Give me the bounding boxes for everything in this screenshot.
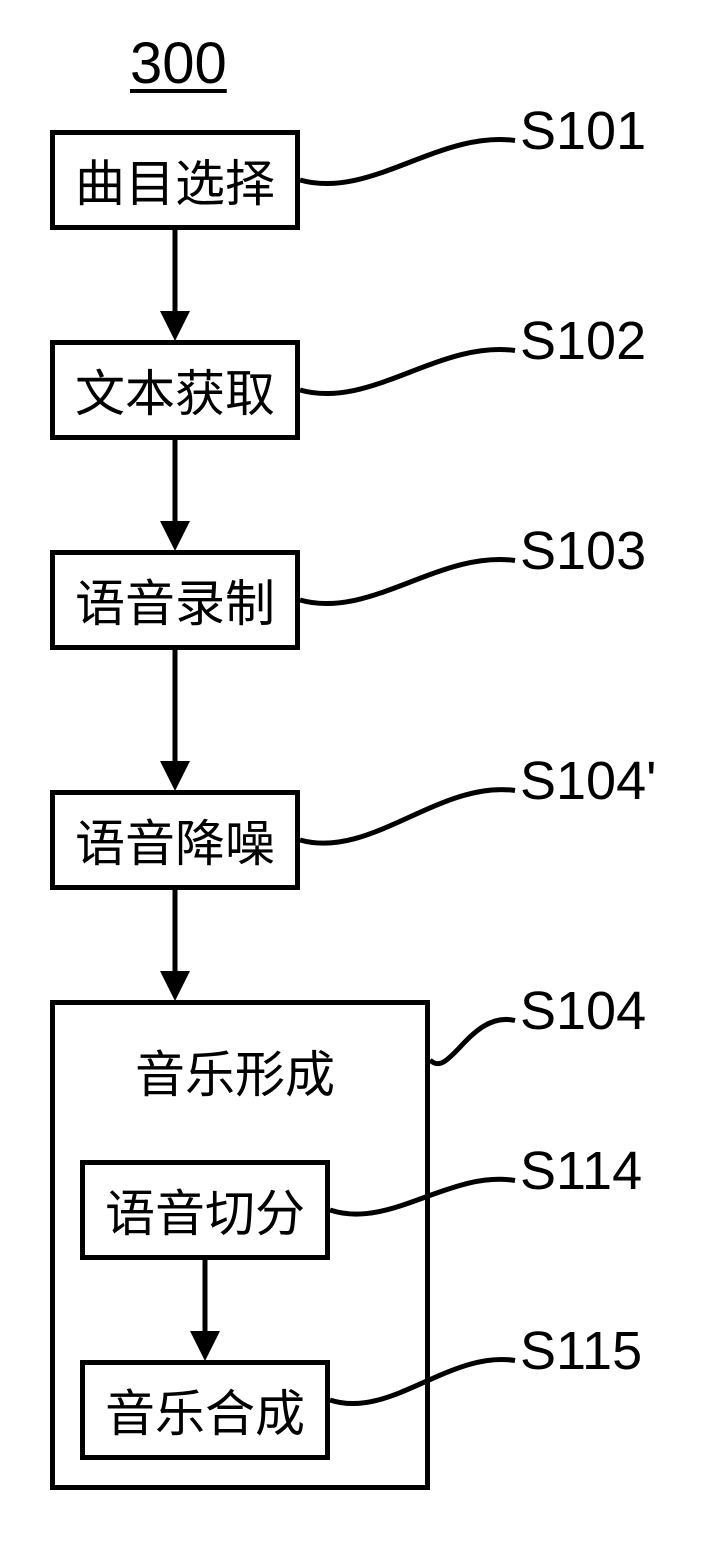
flow-box-label-b2: 文本获取	[75, 354, 275, 426]
flow-box-label-b3: 语音录制	[75, 564, 275, 636]
flow-box-b3: 语音录制	[50, 550, 300, 650]
flow-box-label-b7: 音乐合成	[105, 1374, 305, 1446]
flow-box-label-b4: 语音降噪	[75, 804, 275, 876]
step-label-s7: S115	[520, 1320, 642, 1382]
step-label-s4: S104'	[520, 750, 656, 812]
flow-box-b6: 语音切分	[80, 1160, 330, 1260]
step-label-s1: S101	[520, 100, 646, 162]
leader-curve-s2	[300, 349, 515, 393]
free-label-l5: 音乐形成	[135, 1035, 335, 1107]
step-label-s5: S104	[520, 980, 646, 1042]
flow-box-b1: 曲目选择	[50, 130, 300, 230]
flow-box-b2: 文本获取	[50, 340, 300, 440]
flow-box-b7: 音乐合成	[80, 1360, 330, 1460]
leader-curve-s3	[300, 559, 515, 603]
step-label-s6: S114	[520, 1140, 642, 1202]
step-label-s2: S102	[520, 310, 646, 372]
flow-box-label-b1: 曲目选择	[75, 144, 275, 216]
leader-curve-s1	[300, 139, 515, 183]
leader-curve-s4	[300, 790, 515, 844]
diagram-title: 300	[130, 30, 227, 97]
flow-box-label-b6: 语音切分	[105, 1174, 305, 1246]
step-label-s3: S103	[520, 520, 646, 582]
leader-curve-s5	[430, 1019, 515, 1063]
flow-box-b4: 语音降噪	[50, 790, 300, 890]
